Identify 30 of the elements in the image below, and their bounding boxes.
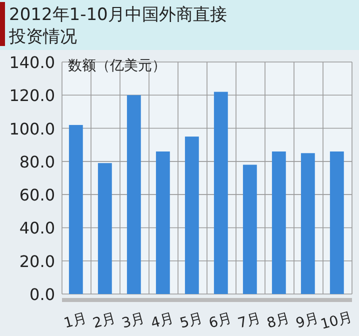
bar <box>156 151 170 294</box>
bar <box>68 124 83 294</box>
x-tick-label: 1月 <box>62 310 89 332</box>
x-tick-label: 7月 <box>236 310 263 332</box>
y-tick-label: 120.0 <box>9 86 55 106</box>
y-tick-label: 0.0 <box>30 285 55 304</box>
y-tick-label: 60.0 <box>19 186 55 205</box>
y-tick-label: 140.0 <box>9 53 55 72</box>
x-tick-label: 5月 <box>178 310 205 332</box>
bar <box>214 92 228 294</box>
bar <box>242 164 257 294</box>
x-tick-label: 8月 <box>265 310 292 332</box>
bar <box>330 151 344 294</box>
x-tick-label: 6月 <box>207 310 234 332</box>
y-axis-title: 数额（亿美元） <box>68 58 166 74</box>
x-tick-label: 3月 <box>120 310 147 332</box>
x-tick-label: 4月 <box>149 310 176 332</box>
bar <box>126 95 141 294</box>
y-tick-label: 20.0 <box>19 252 55 271</box>
chart-title: 2012年1-10月中国外商直接投资情况 <box>8 5 227 47</box>
x-tick-label: 10月 <box>319 309 354 333</box>
x-tick-label: 9月 <box>294 310 321 332</box>
x-tick-label: 2月 <box>91 310 118 332</box>
bar <box>272 151 286 294</box>
y-tick-label: 80.0 <box>19 152 55 172</box>
y-tick-label: 40.0 <box>19 218 55 238</box>
y-tick-label: 100.0 <box>9 119 55 138</box>
bar <box>98 163 112 294</box>
bar <box>300 153 315 294</box>
bar <box>184 136 199 294</box>
